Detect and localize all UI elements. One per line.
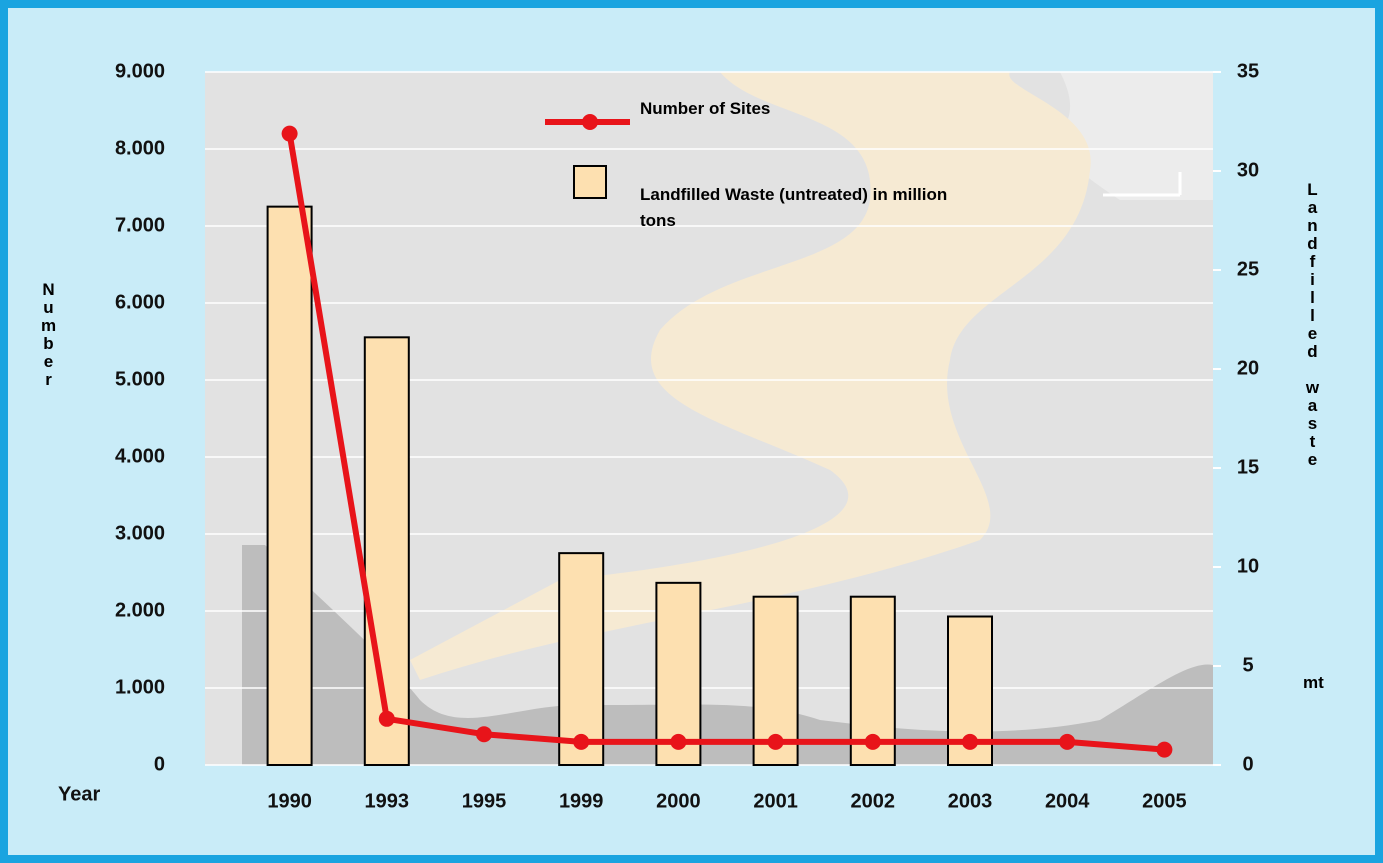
legend-label: Landfilled Waste (untreated) in million …: [640, 185, 948, 230]
y2-tick-label: 5: [1242, 654, 1253, 676]
bar: [363, 336, 410, 766]
line-marker: [670, 733, 687, 750]
line-marker: [1156, 741, 1173, 758]
decoration: [410, 72, 1091, 680]
y2-tick-label: 35: [1237, 60, 1259, 82]
y2-tick-label: 30: [1237, 159, 1259, 181]
x-tick-label: 1990: [267, 790, 312, 812]
x-tick-label: 2000: [656, 790, 701, 812]
y-tick-label: 3.000: [115, 522, 165, 544]
line-marker: [573, 733, 590, 750]
y-tick-label: 9.000: [115, 60, 165, 82]
line-marker: [476, 726, 492, 743]
x-tick-label: 2004: [1045, 790, 1090, 812]
x-tick-label: 2003: [948, 790, 993, 812]
line-marker: [281, 125, 298, 142]
x-tick-label: 1999: [559, 790, 604, 812]
line-marker: [767, 733, 784, 750]
y-tick-label: 7.000: [115, 214, 165, 236]
y2-tick-label: 20: [1237, 357, 1259, 379]
line: [286, 133, 1165, 753]
y-tick-label: 2.000: [115, 599, 165, 621]
y-tick-label: 5.000: [115, 368, 165, 390]
y2-tick-label: 0: [1242, 753, 1253, 775]
x-tick-label: 2001: [753, 790, 798, 812]
x-tick-label: 1995: [462, 790, 507, 812]
y2-tick-label: 10: [1237, 555, 1259, 577]
y-tick-label: 1.000: [115, 676, 165, 698]
x-axis-title: Year: [58, 783, 100, 805]
x-tick-label: 2005: [1142, 790, 1187, 812]
y-tick-label: 8.000: [115, 137, 165, 159]
legend-label: Number of Sites: [640, 99, 771, 118]
y-tick-label: 6.000: [115, 291, 165, 313]
y-tick-label: 4.000: [115, 445, 165, 467]
y2-axis-title: Landfilled waste: [1303, 180, 1322, 468]
line-marker: [864, 733, 881, 750]
line-marker: [962, 733, 978, 750]
line-marker: [1059, 733, 1076, 750]
line-marker: [378, 710, 395, 727]
x-tick-label: 1993: [365, 790, 410, 812]
bar: [266, 205, 313, 766]
y2-axis-unit: mt: [1303, 673, 1324, 692]
y-tick-label: 0: [154, 753, 165, 775]
x-tick-label: 2002: [851, 790, 896, 812]
y2-tick-label: 25: [1237, 258, 1259, 280]
legend-marker: [582, 114, 598, 130]
y2-tick-label: 15: [1237, 456, 1259, 478]
legend-swatch: [573, 165, 607, 199]
y-axis-title: Number: [39, 280, 58, 388]
bar: [558, 552, 605, 767]
